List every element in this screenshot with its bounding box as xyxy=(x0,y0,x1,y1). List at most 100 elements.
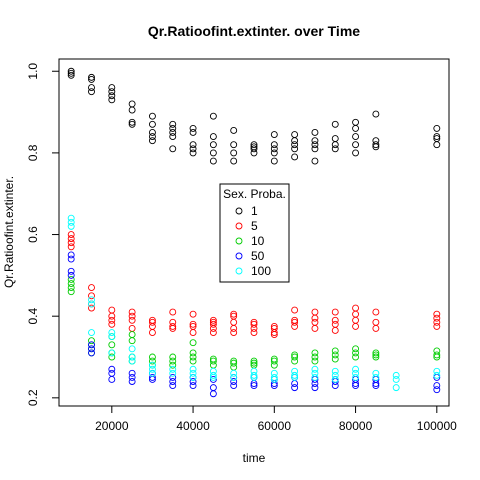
data-point xyxy=(88,341,95,349)
data-point xyxy=(148,365,156,373)
data-point xyxy=(67,218,75,226)
x-axis: 20000 40000 60000 80000 100000 xyxy=(95,405,457,433)
data-point xyxy=(108,92,116,100)
data-point xyxy=(311,137,319,145)
data-point xyxy=(331,145,339,153)
data-point xyxy=(372,351,380,359)
data-point xyxy=(311,369,319,377)
legend-marker xyxy=(235,237,243,245)
data-point xyxy=(250,320,258,328)
data-point xyxy=(270,361,278,369)
data-point xyxy=(189,141,197,149)
x-tick-label: 40000 xyxy=(176,419,210,433)
data-point xyxy=(209,376,217,383)
data-point xyxy=(169,124,177,132)
data-point xyxy=(189,129,197,136)
data-point xyxy=(67,67,75,75)
data-point xyxy=(291,353,299,361)
data-point xyxy=(209,373,217,381)
y-tick-label: 0.6 xyxy=(26,226,40,243)
data-point xyxy=(250,382,258,390)
data-point xyxy=(108,341,116,349)
data-point xyxy=(270,357,278,365)
data-point xyxy=(291,137,299,145)
data-point xyxy=(88,329,95,336)
data-point xyxy=(67,255,75,263)
data-point xyxy=(169,365,177,373)
data-point xyxy=(169,308,177,316)
data-point xyxy=(270,131,278,138)
data-point xyxy=(67,275,75,283)
y-tick-label: 0.8 xyxy=(26,144,40,161)
data-point xyxy=(311,373,319,381)
data-point xyxy=(433,314,441,322)
y-axis: 0.2 0.4 0.6 0.8 1.0 xyxy=(26,63,60,406)
data-point xyxy=(331,376,339,383)
data-point xyxy=(148,129,156,136)
data-point xyxy=(88,75,95,83)
data-point xyxy=(352,149,360,157)
data-point xyxy=(189,329,197,336)
data-point xyxy=(250,329,258,336)
data-point xyxy=(67,222,75,230)
data-point xyxy=(433,133,441,141)
data-point xyxy=(67,243,75,251)
data-point xyxy=(291,384,299,392)
data-point xyxy=(331,347,339,355)
data-point xyxy=(331,351,339,359)
data-point xyxy=(209,324,217,332)
data-point xyxy=(189,369,197,377)
data-point xyxy=(331,141,339,149)
data-point xyxy=(169,145,177,153)
data-point xyxy=(128,106,136,114)
data-point xyxy=(392,384,400,392)
data-point xyxy=(352,369,360,377)
legend-marker xyxy=(235,222,243,230)
data-point xyxy=(108,329,116,336)
data-point xyxy=(108,320,116,328)
data-point xyxy=(169,373,177,381)
data-point xyxy=(128,308,136,316)
data-point xyxy=(189,310,197,318)
data-point xyxy=(433,386,441,394)
data-point xyxy=(209,157,217,165)
data-point xyxy=(270,329,278,336)
data-point xyxy=(230,378,238,385)
data-point xyxy=(270,376,278,383)
data-point xyxy=(148,133,156,141)
data-point xyxy=(108,96,116,104)
data-point xyxy=(209,316,217,324)
data-point xyxy=(209,390,217,398)
data-point xyxy=(230,324,238,332)
data-point xyxy=(372,324,380,332)
data-point xyxy=(88,284,95,292)
data-point xyxy=(352,124,360,132)
data-point xyxy=(128,316,136,324)
data-point xyxy=(372,143,380,151)
data-point xyxy=(311,157,319,165)
data-point xyxy=(88,349,95,357)
data-point xyxy=(250,145,258,153)
data-point xyxy=(148,329,156,336)
data-point xyxy=(88,88,95,96)
data-point xyxy=(189,353,197,361)
data-point xyxy=(148,353,156,361)
data-point xyxy=(372,349,380,357)
legend-entry-label: 5 xyxy=(251,219,258,233)
data-point xyxy=(352,345,360,353)
data-point xyxy=(67,239,75,247)
data-point xyxy=(311,141,319,149)
data-point xyxy=(169,378,177,385)
data-point xyxy=(67,251,75,259)
data-point xyxy=(209,141,217,149)
data-point xyxy=(88,84,95,92)
data-point xyxy=(128,118,136,126)
data-point xyxy=(189,357,197,365)
data-point xyxy=(331,308,339,316)
data-point xyxy=(67,69,75,77)
data-point xyxy=(352,322,360,330)
data-point xyxy=(291,306,299,314)
data-point xyxy=(230,359,238,367)
data-point xyxy=(433,371,441,379)
data-points xyxy=(67,67,441,398)
